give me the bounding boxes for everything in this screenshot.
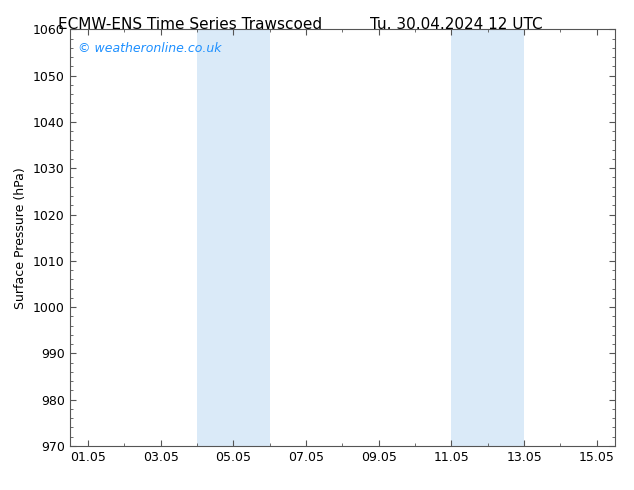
Bar [197,29,269,446]
Text: © weatheronline.co.uk: © weatheronline.co.uk [78,42,221,55]
Text: ECMW-ENS Time Series Trawscoed: ECMW-ENS Time Series Trawscoed [58,17,322,32]
Y-axis label: Surface Pressure (hPa): Surface Pressure (hPa) [15,167,27,309]
Bar [451,29,524,446]
Text: Tu. 30.04.2024 12 UTC: Tu. 30.04.2024 12 UTC [370,17,543,32]
